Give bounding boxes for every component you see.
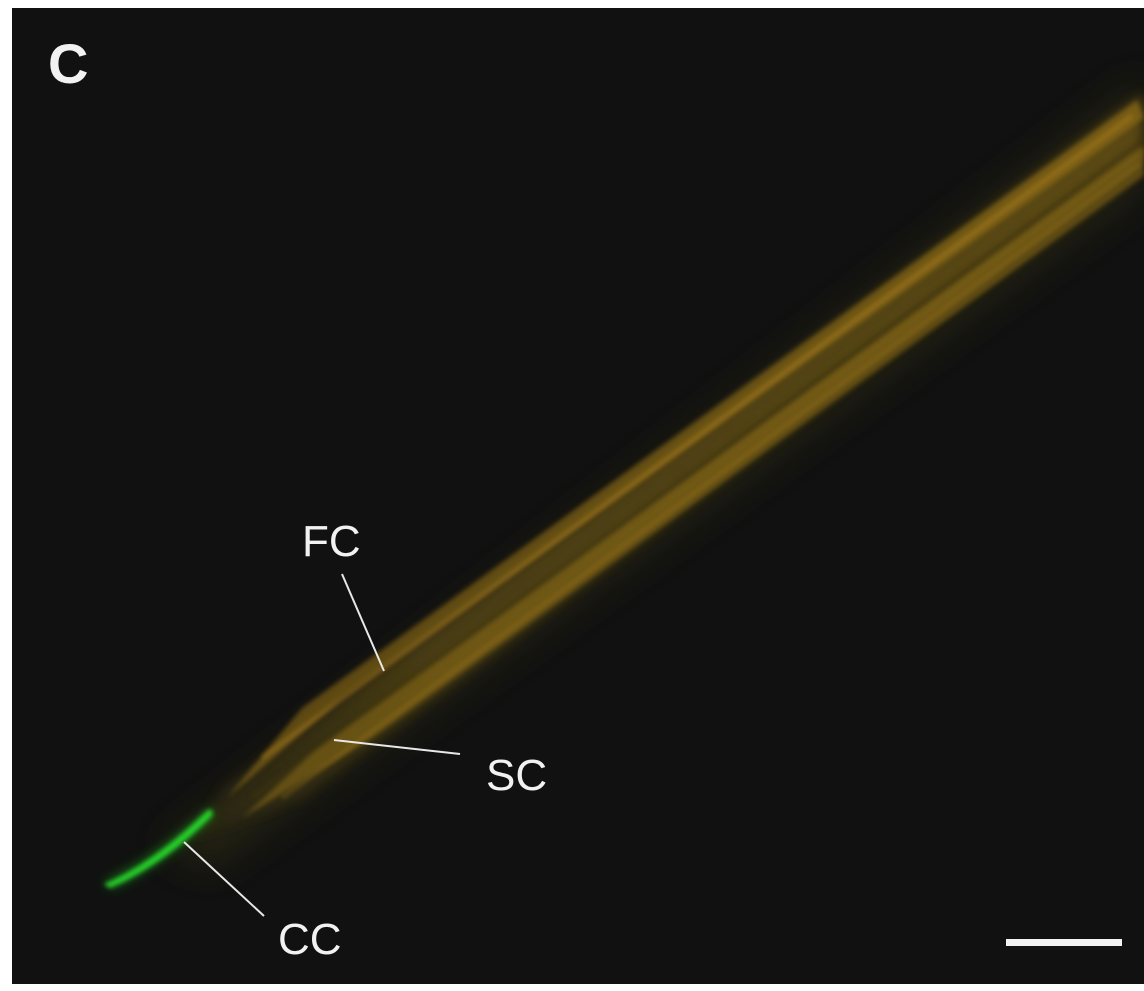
label-sc: SC bbox=[486, 751, 548, 800]
cc-cell bbox=[104, 809, 213, 888]
micrograph-panel: C FC SC CC bbox=[12, 8, 1144, 984]
fc-leader-line bbox=[341, 573, 385, 672]
panel-letter: C bbox=[48, 32, 89, 95]
micrograph-image bbox=[104, 78, 1144, 946]
fiber-sc bbox=[242, 146, 1144, 818]
label-cc: CC bbox=[278, 915, 342, 964]
cc-cell-glow bbox=[104, 808, 215, 888]
scale-bar bbox=[1006, 939, 1122, 946]
cc-leader-line bbox=[183, 841, 265, 917]
fiber-sc-highlight bbox=[281, 162, 1141, 800]
label-fc: FC bbox=[302, 517, 361, 566]
sc-leader-line bbox=[333, 739, 461, 755]
fiber-fc-highlight bbox=[261, 114, 1133, 760]
